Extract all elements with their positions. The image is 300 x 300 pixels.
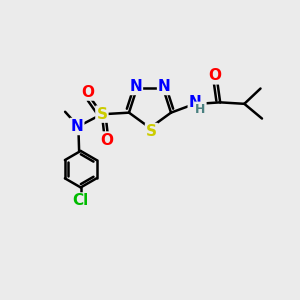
Text: S: S bbox=[96, 106, 107, 122]
Text: O: O bbox=[101, 133, 114, 148]
Text: N: N bbox=[189, 95, 202, 110]
Text: H: H bbox=[195, 103, 206, 116]
Text: Cl: Cl bbox=[73, 194, 89, 208]
Text: S: S bbox=[146, 124, 157, 139]
Text: O: O bbox=[208, 68, 221, 83]
Text: N: N bbox=[158, 79, 171, 94]
Text: N: N bbox=[129, 79, 142, 94]
Text: N: N bbox=[70, 119, 83, 134]
Text: O: O bbox=[82, 85, 94, 100]
